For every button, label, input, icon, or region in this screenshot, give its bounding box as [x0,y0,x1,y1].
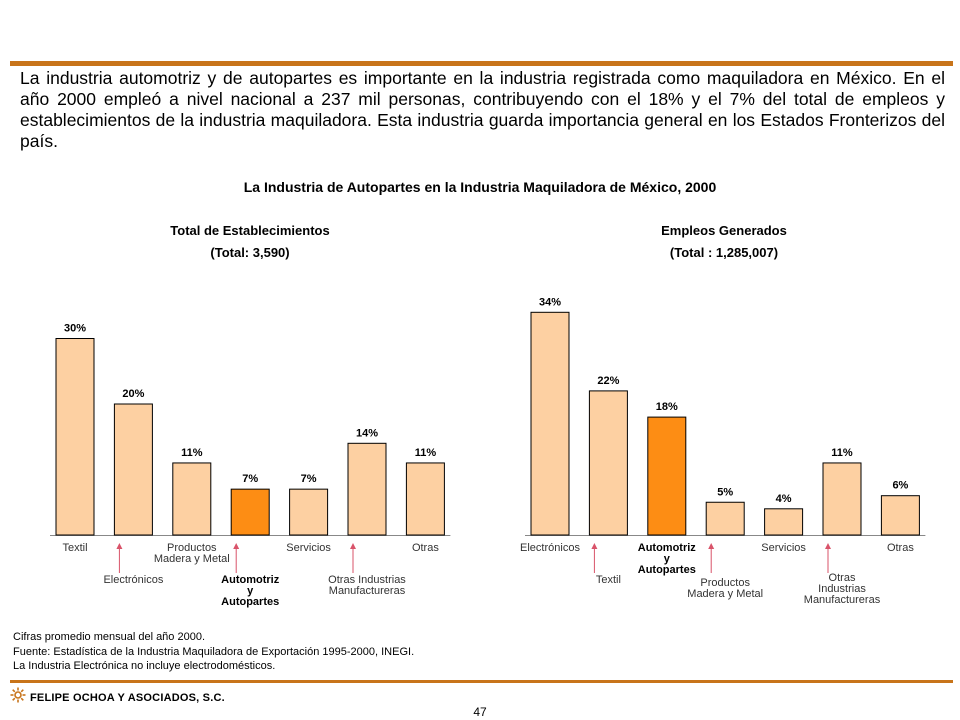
chart2-bar-2 [647,416,687,536]
chart1-bar-6 [405,462,445,536]
chart1-bar-0 [55,338,95,536]
chart1-value-label-0: 30% [64,323,86,335]
chart2-bar-6 [880,495,920,536]
chart2-value-label-4: 4% [776,493,792,505]
chart2-title: Empleos Generados [661,223,787,238]
chart1-value-label-4: 7% [301,473,317,485]
chart1-value-label-1: 20% [122,388,144,400]
chart1-category-label-4: Servicios [286,542,331,554]
chart2-arrowhead-1 [591,543,598,549]
chart1-bar-5 [347,442,387,536]
chart2-arrowhead-5 [825,543,831,549]
chart1-arrowhead-3 [233,543,240,549]
chart1-category-label-1: Electrónicos [103,574,163,586]
chart2-category-label-5: Otras Industrias Manufactureras [804,572,881,606]
chart1-value-label-2: 11% [181,447,203,459]
chart1-category-label-0: Textil [62,542,87,554]
chart1-category-label-5: Otras Industrias Manufactureras [328,574,406,597]
chart1-bar-1 [113,403,153,536]
chart2-value-label-2: 18% [656,401,678,413]
chart2-value-label-6: 6% [892,480,908,492]
chart2-bar-5 [822,462,862,536]
chart1-category-label-2: Productos Madera y Metal [154,542,230,565]
chart2-category-label-1: Textil [596,574,621,586]
chart1-value-label-3: 7% [242,473,258,485]
chart2-category-label-0: Electrónicos [520,542,580,554]
chart1-title: Total de Establecimientos [170,223,330,238]
chart2-bar-0 [530,311,570,536]
chart2-category-label-6: Otras [887,542,914,554]
main-title: La Industria de Autopartes en la Industr… [243,179,717,195]
chart1-arrowhead-1 [116,543,123,549]
chart2-bar-1 [588,390,628,536]
chart1-value-label-6: 11% [415,447,437,459]
company-name: FELIPE OCHOA Y ASOCIADOS, S.C. [30,692,225,704]
chart1-bar-3 [230,488,270,536]
chart1-category-label-6: Otras [412,542,439,554]
chart2-value-label-1: 22% [597,375,619,387]
chart1-category-label-3: Automotriz y Autopartes [221,574,280,608]
charts-canvas: 30% Textil 20% Electrónicos 11% Productos Made… [50,296,926,608]
chart2-subtitle: (Total : 1,285,007) [669,245,779,260]
notes: Cifras promedio mensual del año 2000. Fu… [13,630,414,674]
chart2-category-label-3: Productos Madera y Metal [687,577,763,600]
chart1-bar-2 [172,462,212,536]
chart2-value-label-5: 11% [831,447,853,459]
chart2-value-label-0: 34% [539,296,561,308]
page-number: 47 [473,705,487,719]
note-1: Cifras promedio mensual del año 2000. [13,631,206,643]
chart2-category-label-4: Servicios [761,542,806,554]
chart1-arrowhead-5 [350,543,356,549]
note-2: Fuente: Estadística de la Industria Maqu… [13,645,415,658]
chart2-bar-3 [705,501,745,536]
chart2-value-label-3: 5% [717,486,733,498]
note-3: La Industria Electrónica no incluye elec… [13,660,276,672]
chart2-category-label-2: Automotriz y Autopartes [638,542,697,576]
chart2-bar-4 [764,508,804,536]
bottom-rule [10,680,953,683]
chart2-arrowhead-3 [708,543,715,549]
chart1-bar-4 [289,488,329,536]
top-rule [10,61,953,66]
company-logo-icon [10,687,26,703]
intro-paragraph: La industria automotriz y de autopartes … [20,68,945,151]
chart1-subtitle: (Total: 3,590) [210,245,290,260]
chart1-value-label-5: 14% [356,427,378,439]
